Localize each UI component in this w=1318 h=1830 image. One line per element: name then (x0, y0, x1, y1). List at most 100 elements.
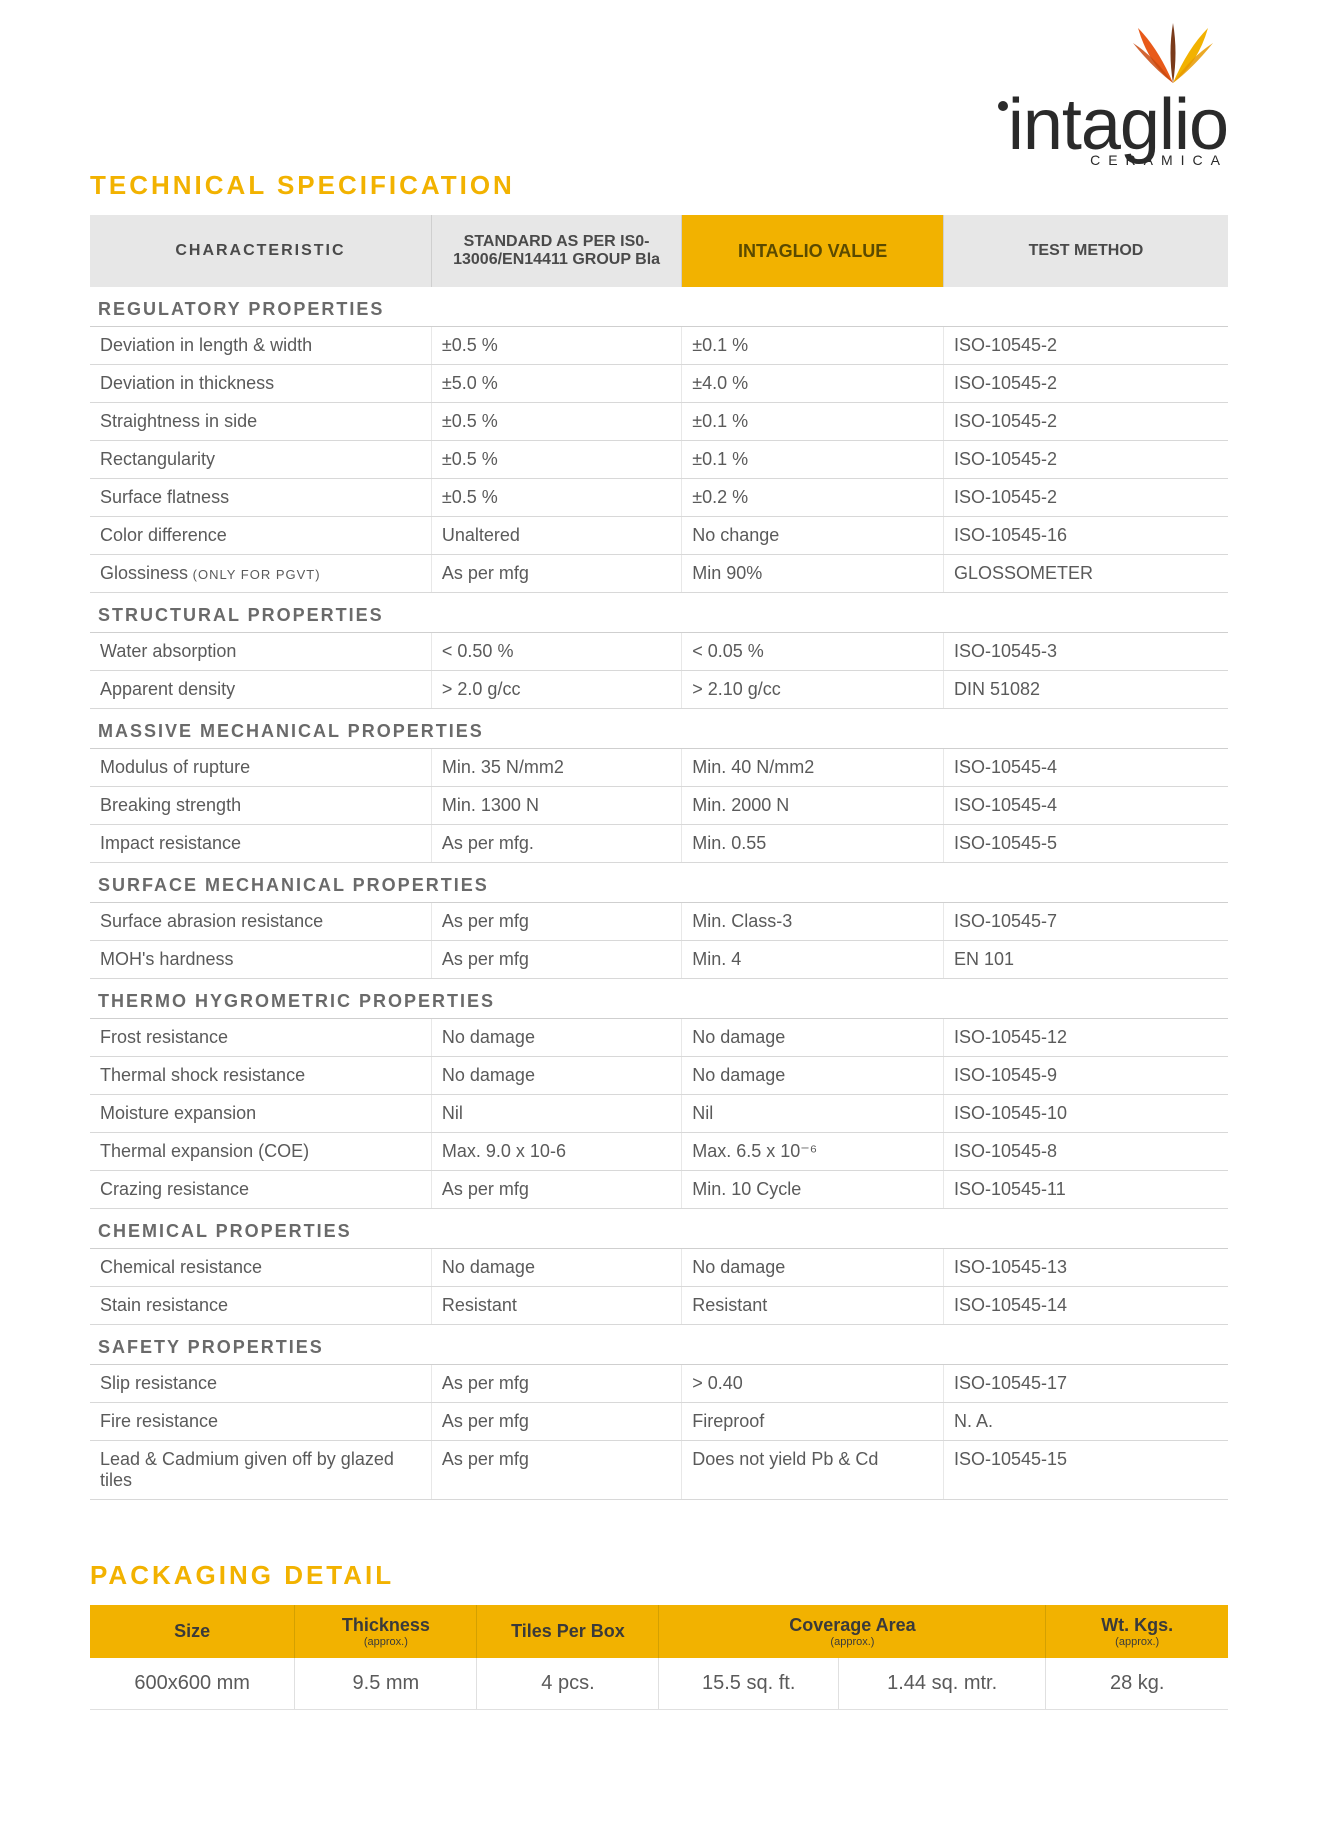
cell-characteristic: Impact resistance (90, 825, 431, 863)
cell-value: Resistant (682, 1287, 944, 1325)
pack-col-header: Wt. Kgs.(approx.) (1046, 1605, 1228, 1658)
cell-standard: ±5.0 % (431, 365, 681, 403)
cell-test: ISO-10545-14 (943, 1287, 1228, 1325)
cell-test: ISO-10545-4 (943, 749, 1228, 787)
cell-standard: As per mfg (431, 1403, 681, 1441)
table-row: MOH's hardnessAs per mfgMin. 4EN 101 (90, 941, 1228, 979)
group-header: REGULATORY PROPERTIES (90, 287, 1228, 327)
cell-characteristic: Thermal expansion (COE) (90, 1133, 431, 1171)
pack-weight: 28 kg. (1046, 1658, 1228, 1710)
cell-standard: No damage (431, 1249, 681, 1287)
cell-standard: Max. 9.0 x 10-6 (431, 1133, 681, 1171)
cell-test: ISO-10545-9 (943, 1057, 1228, 1095)
col-standard: STANDARD AS PER IS0-13006/EN14411 GROUP … (431, 215, 681, 287)
table-row: Thermal expansion (COE)Max. 9.0 x 10-6Ma… (90, 1133, 1228, 1171)
pack-coverage-ft: 15.5 sq. ft. (659, 1658, 838, 1710)
cell-characteristic: Thermal shock resistance (90, 1057, 431, 1095)
table-row: Stain resistanceResistantResistantISO-10… (90, 1287, 1228, 1325)
cell-value: Fireproof (682, 1403, 944, 1441)
approx-label: (approx.) (665, 1636, 1039, 1648)
table-row: Breaking strengthMin. 1300 NMin. 2000 NI… (90, 787, 1228, 825)
cell-characteristic: Color difference (90, 517, 431, 555)
cell-characteristic: Slip resistance (90, 1365, 431, 1403)
cell-characteristic: Fire resistance (90, 1403, 431, 1441)
cell-characteristic: Breaking strength (90, 787, 431, 825)
cell-characteristic: Stain resistance (90, 1287, 431, 1325)
cell-characteristic: Crazing resistance (90, 1171, 431, 1209)
cell-standard: No damage (431, 1019, 681, 1057)
table-row: Glossiness (ONLY FOR PGVT)As per mfgMin … (90, 555, 1228, 593)
brand-name: intaglio (998, 93, 1228, 158)
table-row: Surface flatness±0.5 %±0.2 %ISO-10545-2 (90, 479, 1228, 517)
cell-value: Max. 6.5 x 10⁻⁶ (682, 1133, 944, 1171)
cell-test: GLOSSOMETER (943, 555, 1228, 593)
cell-test: ISO-10545-4 (943, 787, 1228, 825)
table-row: Thermal shock resistanceNo damageNo dama… (90, 1057, 1228, 1095)
table-row: Frost resistanceNo damageNo damageISO-10… (90, 1019, 1228, 1057)
pack-col-header: Coverage Area(approx.) (659, 1605, 1046, 1658)
cell-test: ISO-10545-16 (943, 517, 1228, 555)
cell-standard: Min. 1300 N (431, 787, 681, 825)
group-name: STRUCTURAL PROPERTIES (90, 593, 1228, 633)
cell-value: No damage (682, 1057, 944, 1095)
cell-standard: As per mfg (431, 1441, 681, 1500)
cell-value: Min. 4 (682, 941, 944, 979)
cell-test: N. A. (943, 1403, 1228, 1441)
table-row: Apparent density> 2.0 g/cc> 2.10 g/ccDIN… (90, 671, 1228, 709)
cell-standard: As per mfg (431, 1171, 681, 1209)
cell-test: ISO-10545-2 (943, 365, 1228, 403)
cell-test: ISO-10545-2 (943, 479, 1228, 517)
cell-characteristic-note: (ONLY FOR PGVT) (188, 567, 321, 582)
cell-value: Nil (682, 1095, 944, 1133)
cell-value: ±0.2 % (682, 479, 944, 517)
cell-value: ±0.1 % (682, 441, 944, 479)
table-row: Rectangularity±0.5 %±0.1 %ISO-10545-2 (90, 441, 1228, 479)
table-row: Lead & Cadmium given off by glazed tiles… (90, 1441, 1228, 1500)
technical-specification-title: TECHNICAL SPECIFICATION (90, 170, 1228, 201)
cell-test: ISO-10545-2 (943, 441, 1228, 479)
group-name: SURFACE MECHANICAL PROPERTIES (90, 863, 1228, 903)
cell-characteristic: Lead & Cadmium given off by glazed tiles (90, 1441, 431, 1500)
cell-value: ±0.1 % (682, 327, 944, 365)
cell-standard: Unaltered (431, 517, 681, 555)
brand-logo: intaglio CERAMICA (998, 18, 1228, 168)
cell-test: ISO-10545-17 (943, 1365, 1228, 1403)
cell-characteristic: Deviation in thickness (90, 365, 431, 403)
group-name: REGULATORY PROPERTIES (90, 287, 1228, 327)
cell-standard: As per mfg (431, 903, 681, 941)
cell-standard: ±0.5 % (431, 441, 681, 479)
cell-standard: Min. 35 N/mm2 (431, 749, 681, 787)
cell-value: > 2.10 g/cc (682, 671, 944, 709)
pack-col-header: Tiles Per Box (477, 1605, 659, 1658)
technical-specification-table: CHARACTERISTIC STANDARD AS PER IS0-13006… (90, 215, 1228, 1500)
pack-size: 600x600 mm (90, 1658, 295, 1710)
cell-standard: Resistant (431, 1287, 681, 1325)
cell-test: ISO-10545-8 (943, 1133, 1228, 1171)
pack-coverage-m: 1.44 sq. mtr. (838, 1658, 1046, 1710)
cell-characteristic: Rectangularity (90, 441, 431, 479)
group-name: THERMO HYGROMETRIC PROPERTIES (90, 979, 1228, 1019)
table-row: Surface abrasion resistanceAs per mfgMin… (90, 903, 1228, 941)
table-row: Deviation in thickness±5.0 %±4.0 %ISO-10… (90, 365, 1228, 403)
group-name: CHEMICAL PROPERTIES (90, 1209, 1228, 1249)
col-test-method: TEST METHOD (943, 215, 1228, 287)
cell-standard: ±0.5 % (431, 403, 681, 441)
cell-standard: ±0.5 % (431, 327, 681, 365)
cell-characteristic: Water absorption (90, 633, 431, 671)
group-header: CHEMICAL PROPERTIES (90, 1209, 1228, 1249)
cell-standard: > 2.0 g/cc (431, 671, 681, 709)
cell-characteristic: Deviation in length & width (90, 327, 431, 365)
cell-characteristic: Straightness in side (90, 403, 431, 441)
pack-thickness: 9.5 mm (295, 1658, 477, 1710)
cell-test: ISO-10545-5 (943, 825, 1228, 863)
cell-characteristic: Surface abrasion resistance (90, 903, 431, 941)
cell-test: ISO-10545-3 (943, 633, 1228, 671)
cell-value: Min 90% (682, 555, 944, 593)
cell-standard: ±0.5 % (431, 479, 681, 517)
table-row: Moisture expansionNilNilISO-10545-10 (90, 1095, 1228, 1133)
cell-value: ±4.0 % (682, 365, 944, 403)
cell-characteristic: Glossiness (ONLY FOR PGVT) (90, 555, 431, 593)
cell-value: Min. 40 N/mm2 (682, 749, 944, 787)
cell-test: ISO-10545-11 (943, 1171, 1228, 1209)
packaging-detail-title: PACKAGING DETAIL (90, 1560, 1228, 1591)
